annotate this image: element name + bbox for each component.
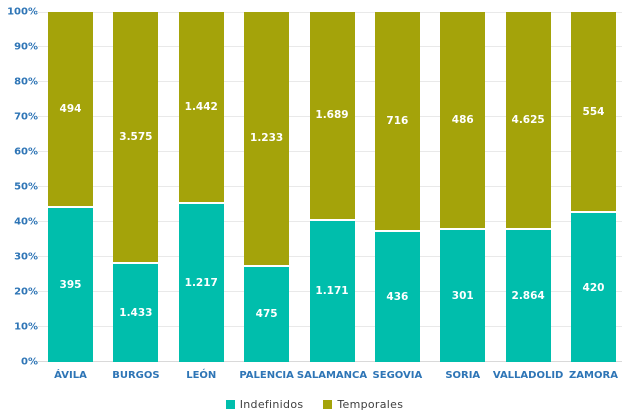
bar-group-burgos: 3.575 1.433 BURGOS — [112, 12, 160, 381]
legend-label-temporales: Temporales — [337, 398, 404, 411]
data-label-temporales: 494 — [59, 103, 82, 116]
data-label-temporales: 1.233 — [250, 132, 284, 145]
category-label-segovia: SEGOVIA — [372, 370, 423, 381]
bar-segment-indefinidos-avila: 395 — [48, 206, 93, 362]
bar-group-avila: 494 395 ÁVILA — [48, 12, 93, 381]
legend-item-indefinidos: Indefinidos — [225, 398, 304, 411]
bar-group-palencia: 1.233 475 PALENCIA — [239, 12, 294, 381]
legend-swatch-indefinidos — [225, 400, 235, 409]
data-label-indefinidos: 1.217 — [184, 276, 218, 289]
data-label-temporales: 1.689 — [315, 109, 349, 122]
category-label-burgos: BURGOS — [112, 370, 160, 381]
data-label-temporales: 554 — [582, 105, 605, 118]
bar-segment-temporales-burgos: 3.575 — [113, 12, 159, 262]
bar-segment-indefinidos-leon: 1.217 — [178, 201, 224, 362]
y-axis-tick-label-70: 70% — [14, 111, 38, 123]
y-axis-tick-label-60: 60% — [14, 146, 38, 158]
category-label-soria: SORIA — [445, 370, 481, 381]
bar-group-leon: 1.442 1.217 LEÓN — [178, 12, 224, 381]
y-axis-tick-label-90: 90% — [14, 41, 38, 53]
bar-segment-indefinidos-segovia: 436 — [374, 229, 420, 362]
data-label-indefinidos: 475 — [255, 308, 278, 321]
legend-item-temporales: Temporales — [323, 398, 403, 411]
bar-segment-indefinidos-zamora: 420 — [571, 211, 616, 362]
data-label-indefinidos: 395 — [59, 279, 82, 292]
bar-group-soria: 486 301 SORIA — [440, 12, 486, 381]
bar-segment-indefinidos-valladolid: 2.864 — [505, 228, 551, 362]
bar-group-zamora: 554 420 ZAMORA — [569, 12, 618, 381]
plot-area: 494 395 ÁVILA 3.575 1.433 BURGOS 1.442 1.217 LEÓ… — [37, 12, 622, 381]
bar-segment-temporales-segovia: 716 — [374, 12, 420, 230]
data-label-temporales: 486 — [451, 114, 474, 127]
data-label-temporales: 3.575 — [119, 130, 153, 143]
bar-group-salamanca: 1.689 1.171 SALAMANCA — [297, 12, 367, 381]
y-axis-tick-label-100: 100% — [7, 6, 38, 18]
bar-segment-temporales-soria: 486 — [440, 12, 486, 229]
y-axis-tick-label-20: 20% — [14, 286, 38, 298]
data-label-indefinidos: 1.433 — [119, 306, 153, 319]
y-axis: 0% 10% 20% 30% 40% 50% 60% 70% 80% 90% 100% — [0, 7, 38, 368]
data-label-indefinidos: 1.171 — [315, 285, 349, 298]
data-label-indefinidos: 2.864 — [511, 290, 545, 303]
bar-segment-temporales-salamanca: 1.689 — [309, 12, 355, 219]
data-label-indefinidos: 301 — [451, 290, 474, 303]
y-axis-tick-label-80: 80% — [14, 76, 38, 88]
y-axis-tick-label-30: 30% — [14, 251, 38, 263]
y-axis-tick-label-10: 10% — [14, 321, 38, 333]
y-axis-tick-label-50: 50% — [14, 181, 38, 193]
bar-segment-indefinidos-soria: 301 — [440, 228, 486, 362]
category-label-avila: ÁVILA — [54, 370, 87, 381]
legend-label-indefinidos: Indefinidos — [239, 398, 304, 411]
bar-group-segovia: 716 436 SEGOVIA — [373, 12, 422, 381]
data-label-temporales: 716 — [386, 114, 409, 127]
bar-group-valladolid: 4.625 2.864 VALLADOLID — [493, 12, 563, 381]
data-label-indefinidos: 420 — [582, 281, 605, 294]
bars-container: 494 395 ÁVILA 3.575 1.433 BURGOS 1.442 1.217 LEÓ… — [42, 12, 622, 381]
category-label-zamora: ZAMORA — [569, 370, 618, 381]
bar-segment-temporales-valladolid: 4.625 — [505, 12, 551, 229]
category-label-palencia: PALENCIA — [239, 370, 294, 381]
bar-segment-indefinidos-burgos: 1.433 — [113, 261, 159, 362]
bar-segment-indefinidos-salamanca: 1.171 — [309, 218, 355, 362]
bar-segment-indefinidos-palencia: 475 — [244, 264, 290, 362]
legend-swatch-temporales — [323, 400, 333, 409]
data-label-temporales: 1.442 — [184, 100, 218, 113]
category-label-salamanca: SALAMANCA — [296, 370, 368, 381]
legend: Indefinidos Temporales — [0, 398, 629, 411]
y-axis-tick-label-0: 0% — [21, 356, 38, 368]
data-label-indefinidos: 436 — [386, 290, 409, 303]
bar-segment-temporales-zamora: 554 — [571, 12, 616, 212]
y-axis-tick-label-40: 40% — [14, 216, 38, 228]
category-label-valladolid: VALLADOLID — [492, 370, 564, 381]
bar-segment-temporales-leon: 1.442 — [178, 12, 224, 202]
category-label-leon: LEÓN — [186, 370, 217, 381]
bar-segment-temporales-avila: 494 — [48, 12, 93, 207]
data-label-temporales: 4.625 — [511, 114, 545, 127]
bar-segment-temporales-palencia: 1.233 — [244, 12, 290, 265]
